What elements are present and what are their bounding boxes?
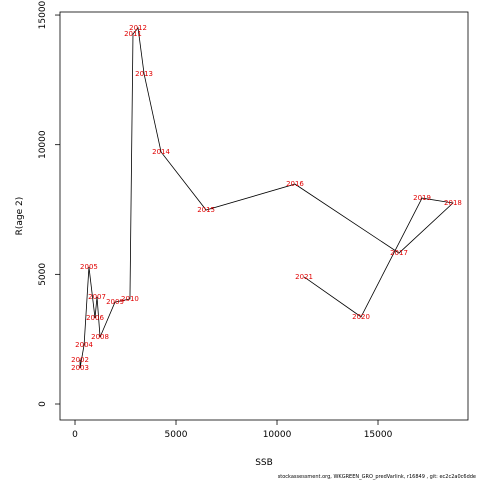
y-tick-label: 5000	[38, 263, 48, 286]
x-axis-label: SSB	[255, 458, 273, 468]
year-label: 2007	[88, 293, 106, 301]
year-label: 2003	[71, 364, 89, 372]
y-tick-label: 0	[38, 401, 48, 407]
year-label: 2018	[444, 199, 462, 207]
x-tick-label: 5000	[165, 430, 188, 440]
year-label: 2004	[75, 341, 93, 349]
year-label: 2020	[352, 313, 370, 321]
year-label: 2011	[124, 30, 142, 38]
year-label: 2014	[152, 148, 170, 156]
y-axis-label: R(age 2)	[15, 197, 25, 236]
footer: stockassessment.org, WKGREEN_GRO_predVar…	[278, 474, 476, 480]
y-tick-label: 15000	[38, 0, 48, 29]
year-label: 2021	[295, 273, 313, 281]
year-label: 2002	[71, 356, 89, 364]
year-label: 2006	[86, 314, 104, 322]
plot-frame	[59, 11, 469, 421]
trajectory-line	[79, 27, 454, 369]
year-label: 2016	[286, 180, 304, 188]
x-tick-label: 0	[72, 430, 78, 440]
year-label: 2015	[197, 206, 215, 214]
year-label: 2013	[135, 70, 153, 78]
year-label: 2012	[129, 24, 147, 32]
year-label: 2017	[390, 249, 408, 257]
year-label: 2019	[413, 194, 431, 202]
x-tick-label: 10000	[263, 430, 292, 440]
x-tick-label: 15000	[364, 430, 393, 440]
year-label: 2008	[91, 333, 109, 341]
year-label: 2009	[106, 298, 124, 306]
y-tick-label: 10000	[38, 130, 48, 159]
year-label: 2005	[80, 263, 98, 271]
year-label: 2010	[121, 295, 139, 303]
